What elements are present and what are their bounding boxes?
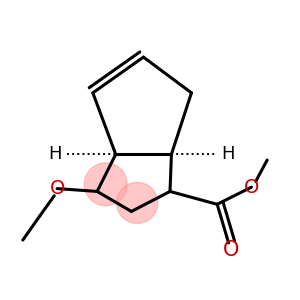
Circle shape	[84, 163, 127, 206]
Text: O: O	[50, 179, 65, 198]
Circle shape	[117, 182, 158, 224]
Text: H: H	[48, 145, 61, 163]
Text: H: H	[221, 145, 235, 163]
Text: O: O	[223, 240, 240, 260]
Text: O: O	[244, 178, 259, 197]
